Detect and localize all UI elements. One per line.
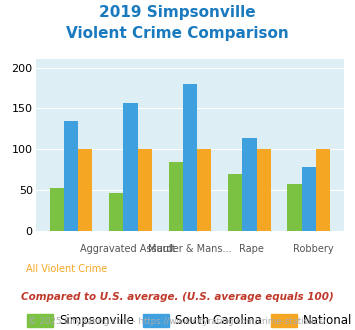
Bar bbox=[64, 121, 78, 231]
Text: Murder & Mans...: Murder & Mans... bbox=[148, 244, 232, 254]
Text: Compared to U.S. average. (U.S. average equals 100): Compared to U.S. average. (U.S. average … bbox=[21, 292, 334, 302]
Bar bbox=[242, 138, 257, 231]
Text: Violent Crime Comparison: Violent Crime Comparison bbox=[66, 26, 289, 41]
Bar bbox=[257, 149, 271, 231]
Bar bbox=[109, 193, 123, 231]
Text: Aggravated Assault: Aggravated Assault bbox=[80, 244, 176, 254]
Bar bbox=[228, 174, 242, 231]
Bar bbox=[288, 183, 302, 231]
Bar bbox=[316, 149, 330, 231]
Bar bbox=[50, 188, 64, 231]
Bar bbox=[197, 149, 211, 231]
Bar bbox=[183, 84, 197, 231]
Bar bbox=[138, 149, 152, 231]
Text: 2019 Simpsonville: 2019 Simpsonville bbox=[99, 5, 256, 20]
Bar bbox=[123, 103, 138, 231]
Text: Robbery: Robbery bbox=[293, 244, 334, 254]
Text: Rape: Rape bbox=[239, 244, 264, 254]
Bar bbox=[169, 162, 183, 231]
Bar bbox=[302, 167, 316, 231]
Text: © 2025 CityRating.com - https://www.cityrating.com/crime-statistics/: © 2025 CityRating.com - https://www.city… bbox=[28, 317, 327, 326]
Text: All Violent Crime: All Violent Crime bbox=[26, 264, 107, 274]
Legend: Simpsonville, South Carolina, National: Simpsonville, South Carolina, National bbox=[22, 309, 355, 330]
Bar bbox=[78, 149, 92, 231]
